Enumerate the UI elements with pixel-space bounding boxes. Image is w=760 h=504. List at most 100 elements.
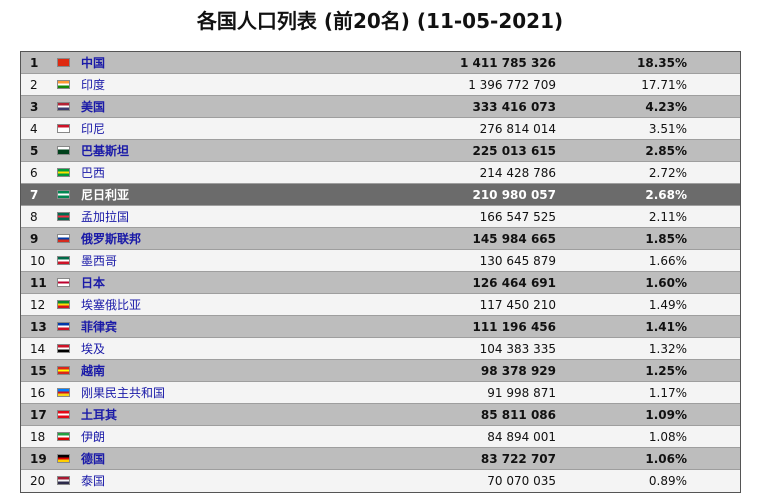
- population-table: 1 中国 1 411 785 326 18.35% 2 印度 1 396 772 709 17…: [20, 51, 741, 493]
- population-cell: 85 811 086: [480, 408, 556, 422]
- rank-cell: 14: [30, 342, 46, 356]
- population-cell: 98 378 929: [480, 364, 556, 378]
- indonesia-flag-icon: [57, 124, 70, 133]
- philippines-flag-icon: [57, 322, 70, 331]
- country-link[interactable]: 巴基斯坦: [81, 144, 130, 158]
- country-link[interactable]: 德国: [81, 452, 106, 466]
- population-cell: 83 722 707: [480, 452, 556, 466]
- table-row: 8 孟加拉国 166 547 525 2.11%: [21, 206, 740, 228]
- table-row: 18 伊朗 84 894 001 1.08%: [21, 426, 740, 448]
- country-link[interactable]: 埃及: [81, 342, 106, 356]
- country-link[interactable]: 越南: [81, 364, 106, 378]
- percent-cell: 1.32%: [648, 342, 687, 356]
- country-link[interactable]: 美国: [81, 100, 106, 114]
- china-flag-icon: [57, 58, 70, 67]
- vietnam-flag-icon: [57, 366, 70, 375]
- country-link[interactable]: 日本: [81, 276, 106, 290]
- table-row: 16 刚果民主共和国 91 998 871 1.17%: [21, 382, 740, 404]
- iran-flag-icon: [57, 432, 70, 441]
- table-row: 17 土耳其 85 811 086 1.09%: [21, 404, 740, 426]
- country-link[interactable]: 墨西哥: [81, 254, 118, 268]
- page-title: 各国人口列表 (前20名) (11-05-2021): [196, 9, 564, 33]
- rank-cell: 5: [30, 144, 39, 158]
- usa-flag-icon: [57, 102, 70, 111]
- thailand-flag-icon: [57, 476, 70, 485]
- percent-cell: 1.41%: [645, 320, 687, 334]
- bangladesh-flag-icon: [57, 212, 70, 221]
- rank-cell: 19: [30, 452, 47, 466]
- population-cell: 70 070 035: [487, 474, 556, 488]
- mexico-flag-icon: [57, 256, 70, 265]
- percent-cell: 18.35%: [637, 56, 687, 70]
- population-cell: 111 196 456: [472, 320, 556, 334]
- ethiopia-flag-icon: [57, 300, 70, 309]
- rank-cell: 16: [30, 386, 46, 400]
- rank-cell: 20: [30, 474, 46, 488]
- pakistan-flag-icon: [57, 146, 70, 155]
- table-row: 14 埃及 104 383 335 1.32%: [21, 338, 740, 360]
- rank-cell: 6: [30, 166, 38, 180]
- turkey-flag-icon: [57, 410, 70, 419]
- population-cell: 214 428 786: [479, 166, 556, 180]
- table-row: 2 印度 1 396 772 709 17.71%: [21, 74, 740, 96]
- rank-cell: 4: [30, 122, 38, 136]
- country-link[interactable]: 印度: [81, 78, 106, 92]
- percent-cell: 1.17%: [648, 386, 687, 400]
- population-cell: 91 998 871: [487, 386, 556, 400]
- population-cell: 333 416 073: [472, 100, 556, 114]
- country-link[interactable]: 刚果民主共和国: [81, 386, 166, 400]
- table-row: 11 日本 126 464 691 1.60%: [21, 272, 740, 294]
- table-row: 9 俄罗斯联邦 145 984 665 1.85%: [21, 228, 740, 250]
- country-link[interactable]: 土耳其: [81, 408, 118, 422]
- percent-cell: 1.06%: [645, 452, 687, 466]
- country-link[interactable]: 中国: [81, 56, 106, 70]
- table-row: 7 尼日利亚 210 980 057 2.68%: [21, 184, 740, 206]
- rank-cell: 3: [30, 100, 39, 114]
- country-link[interactable]: 印尼: [81, 122, 106, 136]
- russia-flag-icon: [57, 234, 70, 243]
- country-link[interactable]: 伊朗: [81, 430, 106, 444]
- table-row: 4 印尼 276 814 014 3.51%: [21, 118, 740, 140]
- table-row: 13 菲律宾 111 196 456 1.41%: [21, 316, 740, 338]
- table-row: 10 墨西哥 130 645 879 1.66%: [21, 250, 740, 272]
- percent-cell: 1.66%: [648, 254, 687, 268]
- table-row: 6 巴西 214 428 786 2.72%: [21, 162, 740, 184]
- percent-cell: 3.51%: [648, 122, 687, 136]
- rank-cell: 12: [30, 298, 46, 312]
- country-link[interactable]: 尼日利亚: [81, 188, 130, 202]
- population-cell: 117 450 210: [479, 298, 556, 312]
- egypt-flag-icon: [57, 344, 70, 353]
- population-cell: 130 645 879: [479, 254, 556, 268]
- table-row: 5 巴基斯坦 225 013 615 2.85%: [21, 140, 740, 162]
- country-link[interactable]: 泰国: [81, 474, 106, 488]
- country-link[interactable]: 埃塞俄比亚: [81, 298, 142, 312]
- rank-cell: 8: [30, 210, 38, 224]
- percent-cell: 2.85%: [645, 144, 687, 158]
- population-cell: 126 464 691: [472, 276, 556, 290]
- table-row: 19 德国 83 722 707 1.06%: [21, 448, 740, 470]
- percent-cell: 1.09%: [645, 408, 687, 422]
- nigeria-flag-icon: [57, 190, 70, 199]
- population-cell: 276 814 014: [479, 122, 556, 136]
- japan-flag-icon: [57, 278, 70, 287]
- rank-cell: 10: [30, 254, 46, 268]
- rank-cell: 2: [30, 78, 38, 92]
- country-link[interactable]: 菲律宾: [81, 320, 118, 334]
- table-row: 15 越南 98 378 929 1.25%: [21, 360, 740, 382]
- rank-cell: 17: [30, 408, 47, 422]
- percent-cell: 2.68%: [645, 188, 687, 202]
- rank-cell: 11: [30, 276, 47, 290]
- percent-cell: 2.72%: [648, 166, 687, 180]
- population-cell: 210 980 057: [472, 188, 556, 202]
- table-row: 1 中国 1 411 785 326 18.35%: [21, 52, 740, 74]
- population-cell: 1 396 772 709: [468, 78, 556, 92]
- rank-cell: 9: [30, 232, 39, 246]
- population-cell: 1 411 785 326: [459, 56, 556, 70]
- population-cell: 84 894 001: [487, 430, 556, 444]
- percent-cell: 1.08%: [648, 430, 687, 444]
- country-link[interactable]: 孟加拉国: [81, 210, 130, 224]
- country-link[interactable]: 俄罗斯联邦: [81, 232, 142, 246]
- percent-cell: 1.25%: [645, 364, 687, 378]
- brazil-flag-icon: [57, 168, 70, 177]
- country-link[interactable]: 巴西: [81, 166, 106, 180]
